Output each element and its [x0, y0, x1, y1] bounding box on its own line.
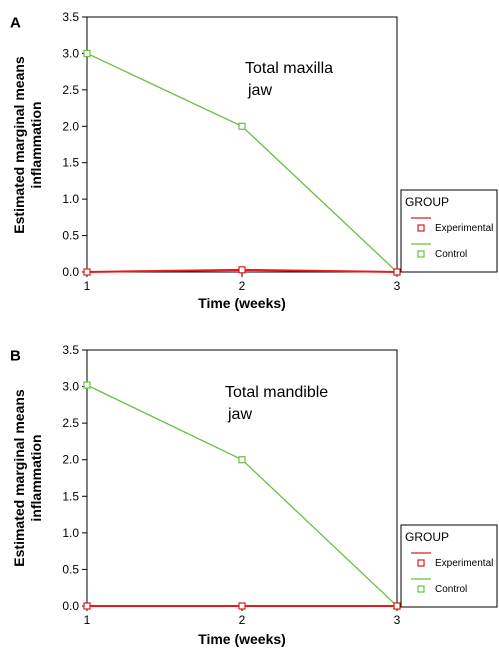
legend: GROUP Experimental Control	[400, 524, 498, 608]
legend-label: Experimental	[435, 558, 493, 569]
chart-annotation: Total mandible	[225, 384, 328, 401]
data-point-experimental	[393, 268, 401, 276]
legend-title: GROUP	[405, 195, 449, 209]
legend-label: Experimental	[435, 223, 493, 234]
panel-label: B	[10, 347, 21, 364]
y-axis-label-line: inflammation	[28, 101, 44, 188]
legend-label: Control	[435, 249, 467, 260]
x-tick-label: 2	[239, 613, 246, 627]
y-tick-label: 2.5	[62, 416, 79, 430]
y-axis-label-line: Estimated marginal means	[11, 389, 27, 567]
legend-marker	[417, 250, 425, 258]
legend-box	[400, 189, 498, 273]
y-tick-label: 0.0	[62, 265, 79, 279]
data-point-experimental	[238, 266, 246, 274]
data-point-experimental	[238, 602, 246, 610]
legend-marker	[417, 559, 425, 567]
data-point-control	[238, 456, 246, 464]
x-tick-label: 3	[394, 613, 401, 627]
legend: GROUP Experimental Control	[400, 189, 498, 273]
y-tick-label: 1.5	[62, 489, 79, 503]
x-tick-label: 2	[239, 279, 246, 293]
plot-frame	[86, 16, 398, 273]
x-axis-label: Time (weeks)	[198, 631, 286, 647]
legend-marker	[417, 585, 425, 593]
data-point-control	[83, 381, 91, 389]
data-point-control	[238, 122, 246, 130]
y-tick-label: 1.5	[62, 156, 79, 170]
chart-annotation: jaw	[247, 82, 272, 99]
y-axis-label: Estimated marginal means inflammation	[11, 56, 44, 234]
legend-label: Control	[435, 584, 467, 595]
y-tick-label: 3.0	[62, 380, 79, 394]
legend-box	[400, 524, 498, 608]
data-point-experimental	[393, 602, 401, 610]
y-tick-label: 0.0	[62, 599, 79, 613]
y-tick-label: 3.5	[62, 343, 79, 357]
y-axis-label-line: inflammation	[28, 434, 44, 521]
y-tick-label: 3.5	[62, 10, 79, 24]
data-point-experimental	[83, 602, 91, 610]
y-tick-label: 2.0	[62, 119, 79, 133]
y-tick-label: 0.5	[62, 562, 79, 576]
y-tick-label: 2.0	[62, 453, 79, 467]
y-tick-label: 1.0	[62, 526, 79, 540]
chart-panel-a: A 0.0 0.5 1.0 1.5 2.0 2.5 3.0 3.5 1 2 3 Time (weeks)…	[10, 10, 498, 311]
data-point-experimental	[83, 268, 91, 276]
panel-label: A	[10, 14, 21, 31]
y-axis-label: Estimated marginal means inflammation	[11, 389, 44, 567]
legend-marker	[417, 224, 425, 232]
chart-panel-b: B 0.0 0.5 1.0 1.5 2.0 2.5 3.0 3.5 1 2 3 Time (weeks)…	[10, 343, 498, 647]
x-tick-label: 1	[84, 613, 91, 627]
chart-annotation: jaw	[227, 406, 252, 423]
y-axis-label-line: Estimated marginal means	[11, 56, 27, 234]
y-tick-label: 1.0	[62, 192, 79, 206]
y-tick-label: 3.0	[62, 46, 79, 60]
x-axis-label: Time (weeks)	[198, 295, 286, 311]
series-line-control	[86, 52, 398, 273]
x-tick-label: 1	[84, 279, 91, 293]
y-tick-label: 2.5	[62, 83, 79, 97]
x-tick-label: 3	[394, 279, 401, 293]
data-point-control	[83, 49, 91, 58]
chart-annotation: Total maxilla	[245, 60, 333, 77]
y-tick-label: 0.5	[62, 229, 79, 243]
legend-title: GROUP	[405, 530, 449, 544]
